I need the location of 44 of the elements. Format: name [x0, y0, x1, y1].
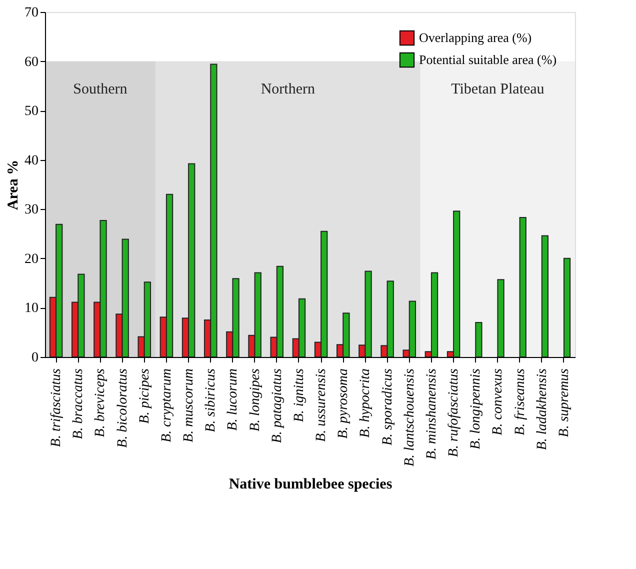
legend-label: Potential suitable area (%): [419, 52, 557, 67]
bar: [519, 217, 526, 358]
x-tick-label: B. sporadicus: [380, 368, 396, 446]
x-tick-label: B. ladakhensis: [534, 368, 550, 450]
x-tick-label: B. longipennis: [468, 368, 484, 450]
x-axis-title: Native bumblebee species: [228, 476, 392, 492]
x-tick-label: B. cryptarum: [159, 368, 174, 442]
x-tick-label: B. lucorum: [226, 368, 241, 431]
x-tick-label: B. muscorum: [182, 368, 197, 442]
legend-label: Overlapping area (%): [419, 30, 532, 45]
bar: [563, 258, 571, 358]
x-tick-label: B. friseanus: [512, 368, 528, 436]
y-tick-label: 50: [24, 104, 38, 120]
y-axis-title: Area %: [6, 160, 22, 210]
y-tick-label: 70: [24, 6, 38, 20]
y-tick-label: 20: [24, 252, 38, 267]
x-tick-label: B. supremus: [556, 368, 572, 438]
x-tick-label: B. bicoloratus: [115, 368, 130, 448]
x-tick-label: B. patagiatus: [270, 368, 285, 444]
bar: [475, 322, 482, 358]
x-tick-label: B. rufofasciatus: [446, 368, 462, 458]
x-tick-label: B. pyrosoma: [336, 368, 352, 439]
band-label: Northern: [260, 81, 316, 98]
x-tick-label: B. picipes: [137, 368, 152, 424]
y-tick-label: 40: [24, 153, 38, 168]
x-tick-label: B. convexus: [490, 368, 506, 436]
x-tick-label: B. longipes: [248, 368, 263, 432]
x-tick-label: B. braccatus: [71, 368, 86, 440]
x-tick-label: B. lantschouensis: [402, 368, 418, 466]
y-tick-label: 60: [24, 54, 38, 70]
band-label: Southern: [73, 81, 128, 98]
x-tick-label: B. breviceps: [93, 368, 108, 438]
bar: [497, 279, 504, 358]
x-tick-label: B. trifasciatus: [49, 368, 64, 448]
band-label: Tibetan Plateau: [451, 81, 545, 98]
x-tick-label: B. ussurensis: [314, 368, 330, 442]
y-tick-label: 10: [24, 301, 38, 316]
x-tick-label: B. hypocrita: [358, 368, 374, 438]
y-tick-label: 0: [32, 350, 38, 366]
x-tick-label: B. minshanensis: [424, 368, 440, 460]
x-tick-label: B. sibiricus: [204, 368, 219, 432]
x-tick-label: B. ignitus: [292, 368, 307, 422]
bar: [541, 235, 549, 358]
y-tick-label: 30: [24, 202, 38, 218]
